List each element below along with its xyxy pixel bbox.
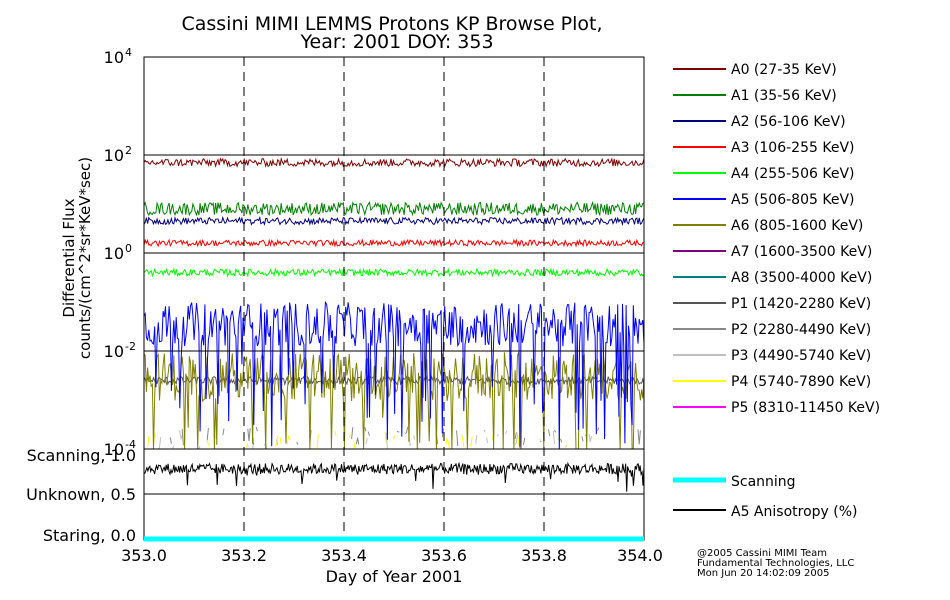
x-tick-354-0: 354.0 [617,546,663,565]
legend-entry: P5 (8310-11450 KeV) [673,400,880,416]
x-tick-353-0: 353.0 [121,546,167,565]
y-tick-exponent: -2 [125,340,136,353]
plot-title-line1: Cassini MIMI LEMMS Protons KP Browse Plo… [181,13,602,35]
credit-line-2: Fundamental Technologies, LLC [697,558,854,569]
legend-label: P4 (5740-7890 KeV) [731,374,871,390]
legend-label: A1 (35-56 KeV) [731,88,837,104]
x-axis-label: Day of Year 2001 [326,567,463,586]
credit-line-3: Mon Jun 20 14:02:09 2005 [697,568,830,579]
legend-label: A5 (506-805 KeV) [731,192,854,208]
y-tick-base: 10 [104,440,124,459]
legend-label: A4 (255-506 KeV) [731,166,854,182]
y-tick-exponent: -4 [125,438,136,451]
flux-series-line [143,200,645,217]
status-label-scanning: Scanning, 1.0 [27,446,136,465]
x-tick-353-2: 353.2 [221,546,267,565]
legend-entry: A4 (255-506 KeV) [673,166,854,182]
flux-series-line [143,215,645,227]
y-tick-base: 10 [104,244,124,263]
y-tick-label: 10 2 [104,144,644,165]
y-tick-exponent: 0 [125,242,132,255]
legend-entry: P4 (5740-7890 KeV) [673,374,871,390]
grid-lines [243,57,545,539]
credit-line-1: @2005 Cassini MIMI Team [697,548,827,559]
legend-label: P2 (2280-4490 KeV) [731,322,871,338]
legend-entry: A3 (106-255 KeV) [673,140,854,156]
status-label-unknown: Unknown, 0.5 [26,485,136,504]
legend-label: P3 (4490-5740 KeV) [731,348,871,364]
legend-entry: A5 (506-805 KeV) [673,192,854,208]
plot-title-line2: Year: 2001 DOY: 353 [299,31,493,53]
y-tick-exponent: 4 [125,46,132,59]
legend-label: A0 (27-35 KeV) [731,62,837,78]
legend-label-anisotropy: A5 Anisotropy (%) [731,504,858,520]
legend-entry: A1 (35-56 KeV) [673,88,837,104]
flux-series-line [143,300,645,450]
x-tick-353-8: 353.8 [521,546,567,565]
y-tick-label: 10 4 [104,46,644,67]
legend-label: A2 (56-106 KeV) [731,114,846,130]
legend-entry: A7 (1600-3500 KeV) [673,244,872,260]
y-tick-base: 10 [104,342,124,361]
y-axis-label-line1: Differential Flux [60,198,78,317]
y-tick-label: 10 0 [104,242,644,263]
flux-series-group [143,156,645,450]
legend-label-scanning: Scanning [731,474,796,490]
anisotropy-series-line [143,461,645,492]
flux-series-line [169,426,641,447]
y-tick-base: 10 [104,146,124,165]
legend-label: P1 (1420-2280 KeV) [731,296,871,312]
legend-entry: P2 (2280-4490 KeV) [673,322,871,338]
legend-label: A3 (106-255 KeV) [731,140,854,156]
flux-series-line [158,431,644,449]
legend-entry: A6 (805-1600 KeV) [673,218,863,234]
y-tick-base: 10 [104,48,124,67]
status-label-staring: Staring, 0.0 [43,526,136,545]
y-axis-label-line2: counts/(cm^2*sr*KeV*sec) [76,157,94,359]
y-tick-exponent: 2 [125,144,132,157]
legend-label: P5 (8310-11450 KeV) [731,400,880,416]
anisotropy-series-group [143,461,645,492]
legend-entry: A2 (56-106 KeV) [673,114,846,130]
legend-label: A6 (805-1600 KeV) [731,218,863,234]
legend-label: A8 (3500-4000 KeV) [731,270,872,286]
legend: A0 (27-35 KeV) A1 (35-56 KeV) A2 (56-106 K… [673,62,880,416]
flux-series-line [143,156,645,169]
flux-series-line [143,267,645,278]
legend-entry: A8 (3500-4000 KeV) [673,270,872,286]
legend-entry: P1 (1420-2280 KeV) [673,296,871,312]
legend-entry: A0 (27-35 KeV) [673,62,837,78]
x-tick-353-4: 353.4 [321,546,367,565]
y-tick-label: 10 -2 [104,340,644,361]
legend-entry: P3 (4490-5740 KeV) [673,348,871,364]
flux-series-line [143,238,645,248]
legend-label: A7 (1600-3500 KeV) [731,244,872,260]
y-tick-label: 10 -4 [104,438,644,459]
x-tick-353-6: 353.6 [421,546,467,565]
